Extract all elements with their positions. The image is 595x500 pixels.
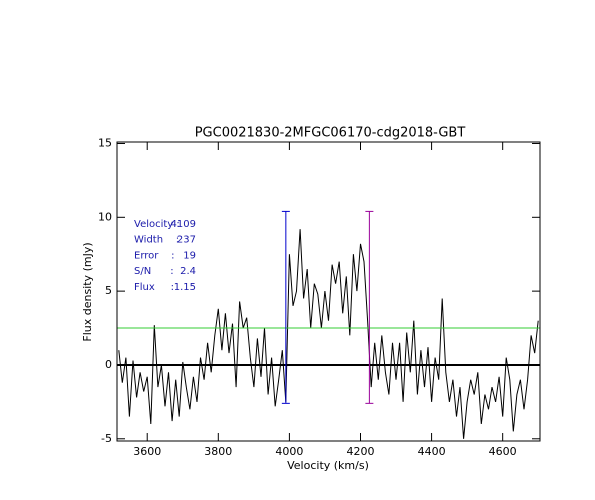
annotation-value: 19 [183,250,196,261]
x-axis-label: Velocity (km/s) [287,459,369,472]
velocity-marker [281,210,290,404]
plot-frame [116,141,541,442]
x-tick-label: 4600 [489,445,517,458]
x-tick-label: 4200 [346,445,374,458]
y-tick-label: 10 [98,210,112,223]
y-tick-label: 0 [105,358,112,371]
x-tick-label: 3600 [133,445,161,458]
annotation-value: 4109 [171,219,196,230]
y-axis-label: Flux density (mJy) [81,242,94,341]
y-tick-label: -5 [101,432,112,445]
annotation-label: Width : [134,235,179,246]
y-tick-label: 15 [98,136,112,149]
spectrum-line [118,229,539,439]
x-tick-label: 4400 [418,445,446,458]
annotation-value: 1.15 [174,282,196,293]
annotation-value: 237 [177,235,196,246]
annotation-label: S/N : [134,266,174,277]
velocity-marker [365,210,374,404]
annotation-label: Velocity : [134,219,180,230]
annotation-label: Error : [134,250,174,261]
x-tick-label: 4000 [275,445,303,458]
x-tick-label: 3800 [204,445,232,458]
chart-title: PGC0021830-2MFGC06170-cdg2018-GBT [195,126,466,141]
annotation-value: 2.4 [180,266,196,277]
y-tick-label: 5 [105,284,112,297]
annotation-label: Flux : [134,282,174,293]
